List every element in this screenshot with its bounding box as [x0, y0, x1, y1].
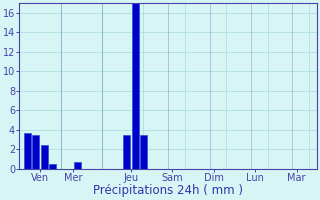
Bar [49, 164, 56, 169]
Bar [32, 135, 39, 169]
Bar [41, 145, 48, 169]
Bar [24, 133, 31, 169]
Bar [124, 135, 131, 169]
Bar [74, 162, 81, 169]
Bar [140, 135, 147, 169]
X-axis label: Précipitations 24h ( mm ): Précipitations 24h ( mm ) [93, 184, 243, 197]
Bar [132, 3, 139, 169]
